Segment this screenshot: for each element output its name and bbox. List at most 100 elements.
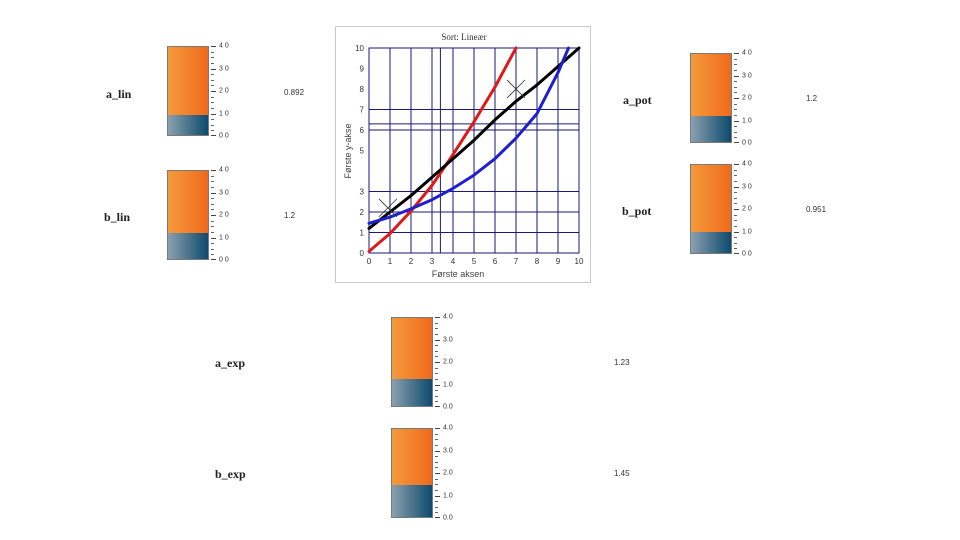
line-chart[interactable]: Sort: Lineær 0 1 2 3 4 5 6 7 8 9 10 0 1 2 3 5 6 7 8 9 10 Før… xyxy=(336,27,592,284)
marker-stroke xyxy=(506,79,526,99)
slider-label-b-exp: b_exp xyxy=(215,467,246,481)
slider-track[interactable] xyxy=(690,164,732,254)
slider-a-pot[interactable]: 4 0 3 0 2 0 1 0 0 0 xyxy=(690,50,760,147)
scale-tick xyxy=(211,52,214,53)
scale-tick xyxy=(734,104,737,105)
scale-tick xyxy=(734,132,737,133)
scale-tick xyxy=(211,259,216,260)
scale-tick xyxy=(435,473,440,474)
y-tick-label: 0 xyxy=(360,249,365,258)
scale-tick xyxy=(734,70,737,71)
slider-value-b-exp: 1.45 xyxy=(614,469,630,478)
slider-a-exp[interactable]: 4.0 3.0 2.0 1.0 0.0 xyxy=(391,314,461,411)
crosshair-marker[interactable] xyxy=(506,79,526,99)
scale-tick xyxy=(211,46,216,47)
slider-track[interactable] xyxy=(690,53,732,143)
scale-tick xyxy=(734,76,739,77)
graph-panel[interactable]: Sort: Lineær 0 1 2 3 4 5 6 7 8 9 10 0 1 2 3 5 6 7 8 9 10 Før… xyxy=(335,26,591,283)
scale-tick xyxy=(435,385,440,386)
y-tick-label: 1 xyxy=(360,229,365,238)
scale-tick xyxy=(211,243,214,244)
slider-fill xyxy=(691,232,731,253)
scale-tick-label: 3 0 xyxy=(219,189,229,196)
scale-tick xyxy=(435,445,438,446)
scale-tick xyxy=(734,232,739,233)
scale-tick xyxy=(211,135,216,136)
slider-label-a-lin: a_lin xyxy=(106,87,132,101)
scale-tick xyxy=(734,243,737,244)
slider-a-lin[interactable]: 4 0 3 0 2 0 1 0 0 0 xyxy=(167,42,237,140)
scale-tick xyxy=(211,130,214,131)
series-line-1 xyxy=(367,46,518,253)
scale-tick xyxy=(435,507,438,508)
scale-tick xyxy=(734,53,739,54)
slider-b-exp[interactable]: 4.0 3.0 2.0 1.0 0.0 xyxy=(391,425,461,522)
slider-fill xyxy=(691,115,731,142)
scale-tick-label: 1.0 xyxy=(443,492,453,499)
scale-tick xyxy=(211,176,214,177)
slider-fill xyxy=(392,485,432,517)
slider-track[interactable] xyxy=(391,428,433,518)
scale-tick xyxy=(211,221,214,222)
scale-tick xyxy=(435,362,440,363)
scale-tick xyxy=(734,87,737,88)
y-tick-label: 7 xyxy=(360,106,365,115)
scale-tick xyxy=(211,226,214,227)
scale-tick xyxy=(211,108,214,109)
scale-tick xyxy=(435,434,438,435)
scale-tick-label: 0 0 xyxy=(742,139,752,147)
slider-b-lin[interactable]: 4 0 3 0 2 0 1 0 0 0 xyxy=(167,166,237,264)
scale-tick xyxy=(734,115,737,116)
y-tick-label: 9 xyxy=(360,65,365,74)
slider-track[interactable] xyxy=(167,170,209,260)
markers[interactable] xyxy=(378,79,526,218)
scale-tick xyxy=(211,57,214,58)
scale-tick xyxy=(435,368,438,369)
x-tick-label: 5 xyxy=(472,257,477,266)
scale-tick-label: 3 0 xyxy=(742,183,752,190)
scale-tick xyxy=(435,390,438,391)
x-tick-label: 2 xyxy=(409,257,414,266)
crosshair-marker[interactable] xyxy=(378,198,398,218)
scale-tick-label: 0.0 xyxy=(443,403,453,411)
scale-tick-label: 4 0 xyxy=(219,166,229,174)
scale-tick xyxy=(435,323,438,324)
scale-tick xyxy=(734,59,737,60)
slider-track[interactable] xyxy=(391,317,433,407)
scale-tick-label: 1 0 xyxy=(219,110,229,117)
series-line-3 xyxy=(367,46,570,225)
scale-tick xyxy=(435,467,438,468)
scale-tick xyxy=(734,215,737,216)
y-tick-label: 8 xyxy=(360,85,365,94)
y-tick-label: 2 xyxy=(360,208,365,217)
slider-scale: 4 0 3 0 2 0 1 0 0 0 xyxy=(211,166,237,264)
tick-labels: 0 1 2 3 4 5 6 7 8 9 10 0 1 2 3 5 6 7 8 9 10 xyxy=(355,44,584,266)
slider-scale: 4 0 3 0 2 0 1 0 0 0 xyxy=(734,50,760,147)
scale-tick xyxy=(734,81,737,82)
scale-tick xyxy=(435,451,440,452)
x-tick-label: 10 xyxy=(575,257,584,266)
scale-tick-label: 4 0 xyxy=(219,42,229,50)
scale-tick xyxy=(211,125,214,126)
scale-tick xyxy=(211,249,214,250)
slider-scale: 4.0 3.0 2.0 1.0 0.0 xyxy=(435,314,461,411)
y-tick-label: 5 xyxy=(360,147,365,156)
scale-tick xyxy=(211,114,216,115)
slider-scale: 4 0 3 0 2 0 1 0 0 0 xyxy=(734,161,760,258)
scale-tick xyxy=(435,428,440,429)
scale-tick xyxy=(435,373,438,374)
slider-track[interactable] xyxy=(167,46,209,136)
scale-tick xyxy=(435,334,438,335)
scale-tick xyxy=(734,164,739,165)
x-tick-label: 3 xyxy=(430,257,435,266)
y-axis-label: Første y-akse xyxy=(343,123,353,178)
slider-value-b-pot: 0.951 xyxy=(806,205,827,214)
scale-tick xyxy=(211,209,214,210)
slider-b-pot[interactable]: 4 0 3 0 2 0 1 0 0 0 xyxy=(690,161,760,258)
scale-tick xyxy=(211,91,216,92)
slider-fill xyxy=(168,232,208,259)
x-tick-label: 0 xyxy=(367,257,372,266)
scale-tick-label: 0 0 xyxy=(219,256,229,264)
scale-tick xyxy=(211,74,214,75)
scale-tick xyxy=(211,193,216,194)
